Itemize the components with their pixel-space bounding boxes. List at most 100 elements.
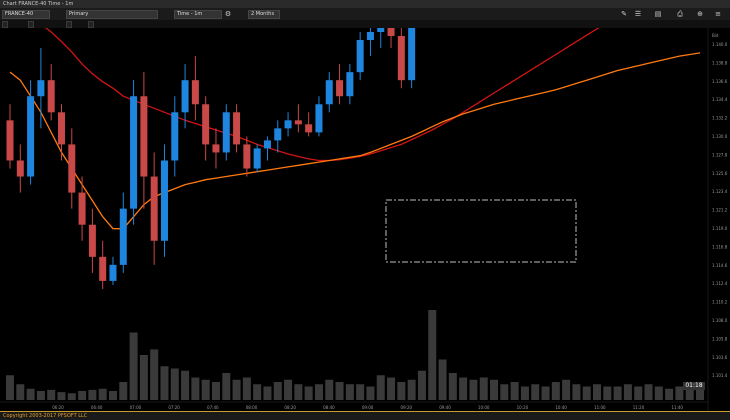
volume-bar — [551, 382, 560, 400]
candle — [397, 28, 405, 89]
volume-bar — [294, 384, 303, 400]
price-label: 1.123.4 — [712, 189, 728, 194]
volume-bar — [356, 384, 365, 400]
time-label: 08:40 — [323, 405, 335, 410]
volume-bar — [6, 375, 14, 400]
volume-bar — [459, 377, 468, 400]
price-label: 1.125.6 — [712, 171, 728, 176]
candle-body — [181, 80, 189, 113]
ma-red-line — [44, 28, 600, 162]
volume-bar — [428, 310, 437, 400]
volume-bar — [397, 382, 406, 400]
candle-body — [346, 72, 354, 97]
footer: Copyright 2003-2017 PFSOFT LLC — [0, 411, 730, 420]
volume-bar — [531, 384, 540, 400]
selection-box[interactable] — [385, 199, 577, 263]
candle — [130, 80, 138, 225]
print-icon[interactable]: ⎙ — [677, 10, 683, 18]
volume-bar — [47, 389, 56, 400]
interval-select[interactable]: Time - 1m — [174, 10, 222, 19]
volume-bar — [696, 386, 704, 400]
time-label: 08:00 — [246, 405, 258, 410]
candle-body — [408, 28, 416, 81]
sell-price-field[interactable] — [28, 21, 34, 28]
chart-toolbar: FRANCE-40 Primary Time - 1m ⚙ 2 Months ✎… — [0, 8, 730, 21]
account-select[interactable]: Primary — [66, 10, 158, 19]
volume-bar — [284, 379, 293, 400]
candle-body — [160, 160, 168, 241]
time-label: 08:20 — [284, 405, 296, 410]
candle-body — [150, 176, 158, 241]
candle — [387, 28, 395, 49]
price-label: 1.140.0 — [712, 42, 728, 47]
volume-bar — [685, 388, 694, 400]
volume-bar — [510, 382, 519, 400]
candle — [336, 64, 344, 105]
volume-bar — [644, 384, 653, 400]
volume-bar — [16, 384, 25, 400]
price-chart[interactable]: Bid 1.140.01.138.81.136.61.134.41.132.21… — [0, 28, 730, 411]
candle-body — [140, 96, 148, 177]
candle — [243, 136, 251, 177]
buy-price-field[interactable] — [88, 21, 94, 28]
volume-layer — [6, 310, 704, 400]
candle — [366, 28, 374, 57]
volume-bar — [582, 386, 591, 400]
volume-bar — [170, 368, 179, 400]
volume-bar — [417, 370, 426, 400]
sell-button[interactable] — [2, 21, 8, 28]
price-label: 1.138.8 — [712, 60, 728, 65]
candle-body — [294, 120, 302, 125]
candle — [346, 64, 354, 105]
bar-chart-icon[interactable]: ▤ — [654, 10, 662, 18]
volume-bar — [654, 386, 663, 400]
trade-bar — [0, 20, 730, 28]
pencil-icon[interactable]: ✎ — [621, 10, 627, 18]
zoom-icon[interactable]: ⊕ — [697, 10, 703, 18]
volume-bar — [232, 379, 241, 400]
volume-bar — [222, 373, 231, 400]
candle-body — [202, 104, 210, 145]
time-label: 09:40 — [439, 405, 451, 410]
candle-body — [191, 80, 199, 105]
time-label: 06:40 — [91, 405, 103, 410]
volume-bar — [211, 382, 220, 400]
volume-bar — [160, 366, 169, 400]
candle — [315, 96, 323, 137]
volume-bar — [273, 382, 282, 400]
candle — [37, 48, 45, 129]
price-axis-labels: 1.140.0 1.138.8 1.136.6 1.134.4 1.132.2 1.130… — [712, 42, 728, 378]
candle — [222, 104, 230, 161]
candle — [99, 240, 107, 289]
settings-icon[interactable]: ⚙ — [224, 10, 232, 18]
window-title: Chart FRANCE-40 Time - 1m — [3, 1, 74, 7]
time-label: 09:00 — [362, 405, 374, 410]
volume-bar — [634, 386, 643, 400]
candle-body — [27, 96, 35, 177]
candle — [181, 64, 189, 129]
volume-bar — [314, 384, 323, 400]
candle — [294, 104, 302, 133]
candle-body — [336, 80, 344, 97]
buy-button[interactable] — [66, 21, 72, 28]
candle — [305, 112, 313, 137]
draw-icon[interactable]: ☰ — [634, 10, 642, 18]
bar-timer: 01:18 — [683, 382, 705, 390]
symbol-select[interactable]: FRANCE-40 — [2, 10, 50, 19]
candle — [212, 128, 220, 169]
price-label: 1.114.6 — [712, 263, 728, 268]
candle-body — [119, 208, 127, 265]
candle-body — [109, 264, 117, 281]
candle-body — [37, 80, 45, 97]
volume-bar — [108, 391, 117, 400]
period-select[interactable]: 2 Months — [248, 10, 280, 19]
time-label: 11:00 — [594, 405, 606, 410]
volume-bar — [345, 384, 354, 400]
volume-bar — [593, 384, 602, 400]
volume-bar — [304, 386, 313, 400]
candle — [356, 32, 364, 81]
volume-bar — [438, 359, 447, 400]
menu-icon[interactable]: ≡ — [715, 10, 721, 18]
price-label: 1.127.8 — [712, 152, 728, 157]
volume-bar — [242, 377, 251, 400]
